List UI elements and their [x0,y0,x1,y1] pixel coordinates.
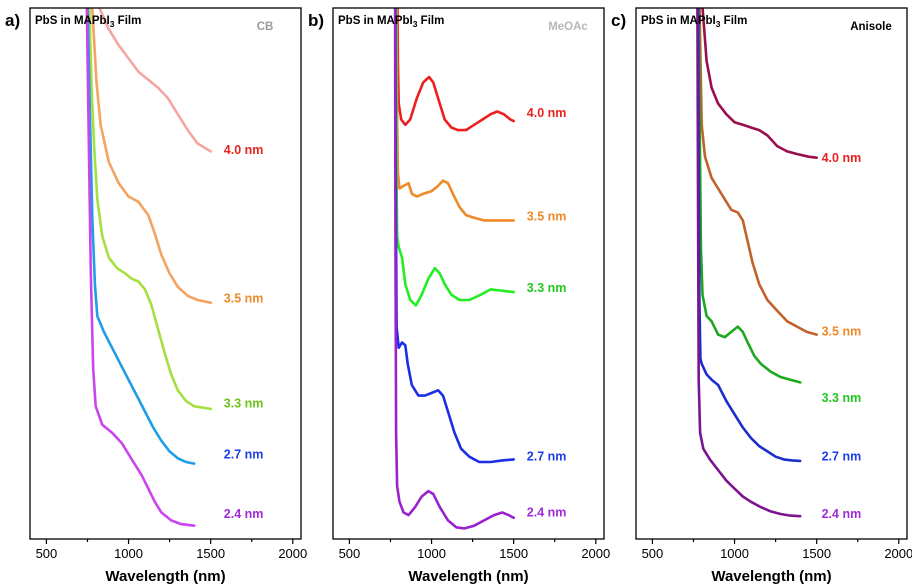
panel-letter: c) [611,11,626,30]
solvent-label: Anisole [850,21,892,33]
x-tick-label: 1500 [802,546,831,561]
panel-title-main: PbS in MAPbI [641,15,716,27]
series-line-5 [696,8,802,518]
series-line-5 [85,8,196,527]
series-line-2 [698,8,818,336]
panel-title-tail: Film [720,15,747,27]
panel-title-tail: Film [417,15,444,27]
x-tick-label: 2000 [581,546,610,561]
x-tick-label: 500 [642,546,664,561]
series-label-3: 3.3 nm [822,391,862,405]
series-label-1: 4.0 nm [224,143,264,157]
series-line-3 [394,8,515,307]
series-label-4: 2.7 nm [822,449,862,463]
series-line-1 [701,8,818,159]
plot-frame [29,7,302,540]
x-tick-label: 2000 [278,546,307,561]
x-tick-label: 500 [339,546,361,561]
chart-panel-3: 500 1000 1500 2000 Wavelength (nm) c) PbS in M… [611,7,912,585]
solvent-label: CB [257,21,274,33]
panel-title-tail: Film [114,15,141,27]
series-group [393,8,515,530]
panel-title-main: PbS in MAPbI [338,15,413,27]
series-line-3 [697,8,802,384]
series-line-2 [395,8,515,222]
series-label-2: 3.5 nm [527,209,567,223]
series-line-5 [393,8,515,530]
series-line-1 [97,8,212,153]
panel-letter: b) [308,11,324,30]
series-label-2: 3.5 nm [822,325,862,339]
series-label-1: 4.0 nm [527,106,567,120]
series-label-3: 3.3 nm [527,281,567,295]
series-line-3 [88,8,212,411]
series-line-1 [396,8,515,132]
series-line-4 [86,8,196,465]
plot-frame [635,7,908,540]
series-group [85,8,212,527]
x-tick-label: 1000 [720,546,749,561]
panel-title-main: PbS in MAPbI [35,15,110,27]
series-label-2: 3.5 nm [224,292,264,306]
series-group [696,8,818,518]
solvent-label: MeOAc [548,21,588,33]
x-tick-label: 2000 [884,546,912,561]
x-axis-title: Wavelength (nm) [105,568,225,585]
x-tick-label: 1500 [196,546,225,561]
panel-title: PbS in MAPbI3 Film [35,15,141,29]
series-line-4 [394,8,515,464]
x-tick-label: 500 [36,546,58,561]
panel-title: PbS in MAPbI3 Film [338,15,444,29]
series-line-4 [696,8,802,463]
panel-title-subscript: 3 [413,19,418,29]
panel-title: PbS in MAPbI3 Film [641,15,747,29]
series-label-5: 2.4 nm [822,507,862,521]
x-axis-title: Wavelength (nm) [408,568,528,585]
plot-frame [332,7,605,540]
panel-letter: a) [5,11,20,30]
panel-title-subscript: 3 [110,19,115,29]
series-label-4: 2.7 nm [224,447,264,461]
x-axis-title: Wavelength (nm) [711,568,831,585]
x-tick-label: 1000 [417,546,446,561]
series-label-3: 3.3 nm [224,396,264,410]
x-tick-label: 1000 [114,546,143,561]
chart-panel-2: 500 1000 1500 2000 Wavelength (nm) b) PbS in M… [308,7,610,585]
panel-title-subscript: 3 [716,19,721,29]
chart-panel-1: 500 1000 1500 2000 Wavelength (nm) a) PbS in M… [5,7,307,585]
series-label-5: 2.4 nm [224,507,264,521]
series-label-5: 2.4 nm [527,506,567,520]
series-label-4: 2.7 nm [527,449,567,463]
x-tick-label: 1500 [499,546,528,561]
series-line-2 [90,8,212,304]
series-label-1: 4.0 nm [822,151,862,165]
